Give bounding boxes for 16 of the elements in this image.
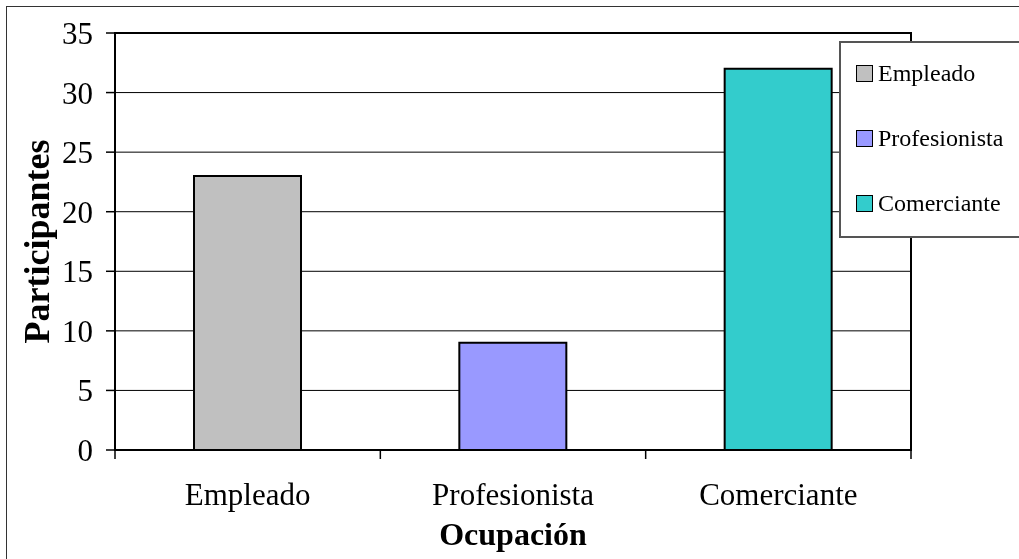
y-tick-label: 15 bbox=[62, 254, 93, 290]
y-tick-label: 5 bbox=[77, 373, 93, 409]
y-tick-label: 0 bbox=[77, 433, 93, 469]
legend-label: Comerciante bbox=[878, 190, 1001, 217]
y-tick-label: 25 bbox=[62, 135, 93, 171]
y-axis-title: Participantes bbox=[17, 139, 57, 344]
x-tick-label: Empleado bbox=[184, 477, 311, 512]
x-tick-label: Profesionista bbox=[432, 477, 595, 512]
y-tick-label: 20 bbox=[62, 194, 93, 230]
y-tick-label: 10 bbox=[62, 313, 93, 349]
x-tick-label: Comerciante bbox=[699, 477, 858, 512]
y-tick-label: 30 bbox=[62, 75, 93, 111]
x-axis-title: Ocupación bbox=[439, 516, 587, 552]
legend-label: Profesionista bbox=[878, 125, 1004, 152]
legend-label: Empleado bbox=[878, 60, 976, 87]
y-tick-label: 35 bbox=[62, 16, 93, 52]
